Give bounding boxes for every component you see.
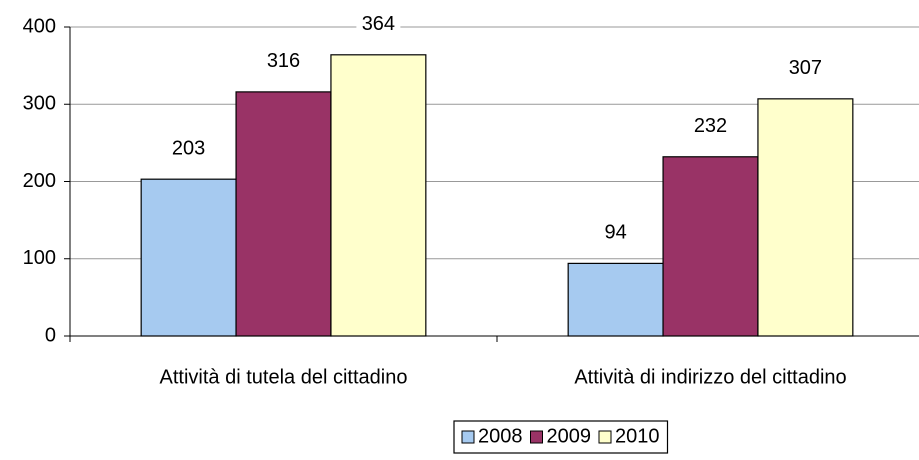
y-tick-label: 400 <box>23 15 56 37</box>
y-tick-label: 100 <box>23 247 56 269</box>
y-tick-label: 0 <box>45 324 56 346</box>
x-tick-label: Attività di tutela del cittadino <box>160 366 408 388</box>
data-label: 316 <box>267 50 300 72</box>
label-bg <box>783 56 828 81</box>
label-bg <box>593 221 638 246</box>
legend-swatch <box>530 430 543 444</box>
label-bg <box>356 12 401 37</box>
data-label: 232 <box>694 115 727 137</box>
bar <box>567 262 664 337</box>
data-label: 94 <box>604 222 626 244</box>
legend-label: 2009 <box>547 425 592 447</box>
legend-swatch <box>598 430 612 444</box>
bar <box>140 178 237 337</box>
data-label: 364 <box>362 13 395 35</box>
bar <box>757 98 854 337</box>
y-tick-label: 300 <box>23 93 56 115</box>
data-label: 203 <box>172 137 205 159</box>
data-label: 307 <box>789 57 822 79</box>
y-tick-label: 200 <box>23 170 56 192</box>
label-bg <box>688 114 733 139</box>
label-bg <box>261 49 306 74</box>
bar <box>330 54 427 337</box>
bar <box>235 91 332 337</box>
legend: 2008 2009 2010 <box>453 420 669 454</box>
legend-box <box>453 420 669 454</box>
legend-label: 2008 <box>478 425 523 447</box>
legend-label: 2010 <box>615 425 660 447</box>
x-tick-label: Attività di indirizzo del cittadino <box>574 366 846 388</box>
legend-swatch <box>461 430 475 444</box>
label-bg <box>166 137 211 162</box>
bar <box>662 156 759 337</box>
